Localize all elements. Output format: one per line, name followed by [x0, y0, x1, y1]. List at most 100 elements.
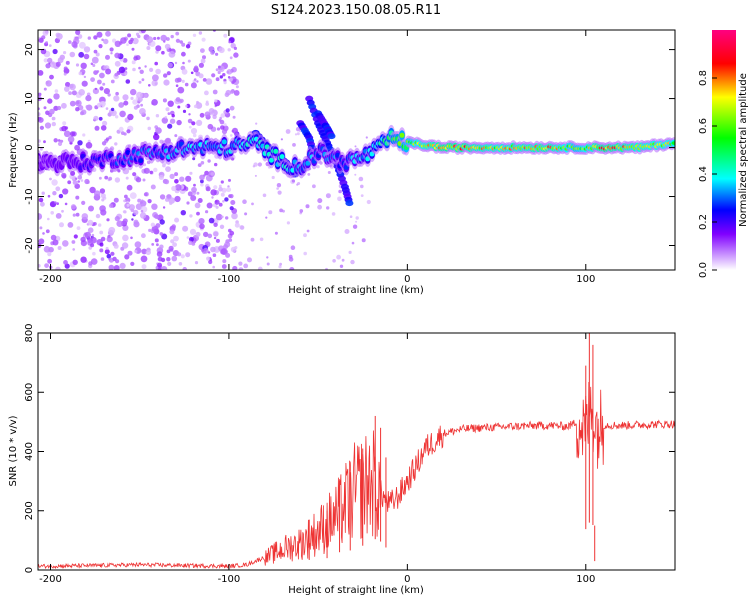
noise-point	[120, 37, 127, 44]
noise-point	[91, 56, 99, 64]
noise-point	[139, 108, 146, 115]
noise-point	[40, 48, 47, 55]
noise-point	[327, 171, 331, 174]
noise-point	[42, 30, 49, 36]
noise-point	[257, 162, 262, 167]
noise-point	[199, 223, 205, 230]
noise-point	[229, 206, 234, 211]
noise-point	[99, 72, 105, 79]
noise-point	[115, 91, 119, 96]
noise-point	[133, 209, 139, 216]
noise-point	[93, 49, 98, 54]
noise-point	[210, 189, 217, 196]
noise-point	[181, 79, 185, 83]
noise-point	[38, 238, 45, 245]
noise-point	[233, 52, 239, 58]
colorbar-tick-label: 0.4	[698, 166, 709, 182]
noise-point	[213, 222, 218, 227]
noise-point	[75, 212, 80, 217]
noise-point	[90, 243, 95, 248]
noise-point	[255, 122, 258, 125]
noise-point	[186, 201, 190, 205]
noise-point	[233, 46, 237, 51]
spectrogram-frame	[37, 29, 676, 271]
noise-point	[266, 256, 269, 259]
noise-point	[63, 66, 68, 71]
noise-point	[105, 107, 109, 110]
noise-point	[126, 184, 133, 191]
noise-point	[277, 190, 282, 195]
noise-point	[96, 102, 102, 108]
noise-point	[77, 140, 83, 146]
snr-ticks: -200 -100 0 100 0 200 400 600 800	[24, 323, 675, 585]
noise-point	[100, 257, 105, 261]
noise-point	[167, 123, 173, 129]
noise-point	[138, 66, 141, 70]
noise-point	[188, 240, 193, 245]
noise-point	[227, 76, 231, 79]
noise-point	[220, 180, 224, 184]
noise-point	[172, 242, 178, 248]
noise-point	[174, 195, 181, 203]
noise-point	[139, 69, 144, 75]
noise-point	[110, 251, 115, 256]
noise-point	[155, 68, 161, 75]
noise-point	[156, 251, 163, 257]
noise-point	[155, 114, 160, 118]
noise-point	[45, 229, 50, 234]
noise-point	[67, 136, 75, 143]
noise-point	[99, 86, 104, 91]
noise-point	[158, 174, 164, 180]
spectrogram-x-label: Height of straight line (km)	[288, 285, 424, 296]
figure-title: S124.2023.150.08.05.R11	[271, 3, 441, 18]
noise-point	[53, 93, 60, 100]
noise-point	[299, 130, 301, 133]
noise-point	[38, 70, 44, 76]
noise-point	[175, 38, 180, 43]
noise-point	[122, 218, 128, 224]
noise-point	[196, 211, 200, 216]
noise-point	[276, 183, 282, 188]
noise-point	[208, 217, 215, 224]
noise-point	[161, 266, 168, 270]
noise-point	[182, 109, 187, 113]
noise-point	[124, 254, 130, 260]
noise-point	[229, 105, 235, 111]
noise-point	[130, 37, 134, 42]
noise-point	[205, 78, 213, 85]
noise-point	[126, 203, 130, 207]
noise-point	[147, 126, 152, 131]
noise-point	[198, 73, 204, 79]
noise-point	[114, 52, 121, 59]
noise-point	[96, 31, 103, 38]
noise-point	[355, 216, 359, 220]
noise-point	[325, 193, 331, 199]
noise-point	[326, 206, 330, 210]
noise-point	[44, 122, 52, 129]
noise-point	[105, 137, 110, 141]
noise-point	[160, 34, 167, 42]
noise-point	[214, 99, 218, 103]
noise-point	[131, 47, 135, 51]
noise-point	[268, 210, 273, 215]
noise-point	[286, 221, 290, 225]
noise-point	[200, 179, 204, 184]
noise-point	[224, 241, 231, 248]
noise-point	[225, 108, 230, 113]
noise-point	[331, 212, 336, 216]
noise-point	[64, 86, 70, 92]
noise-point	[133, 219, 139, 225]
noise-point	[78, 89, 85, 96]
noise-point	[87, 36, 92, 40]
noise-point	[152, 74, 159, 82]
noise-point	[114, 216, 120, 222]
noise-point	[104, 249, 110, 255]
noise-point	[339, 264, 344, 268]
noise-point	[221, 215, 224, 219]
noise-point	[297, 182, 301, 185]
noise-point	[312, 184, 316, 189]
noise-point	[108, 176, 113, 181]
noise-point	[219, 224, 225, 229]
ridge-core	[671, 141, 675, 145]
noise-point	[47, 258, 52, 264]
